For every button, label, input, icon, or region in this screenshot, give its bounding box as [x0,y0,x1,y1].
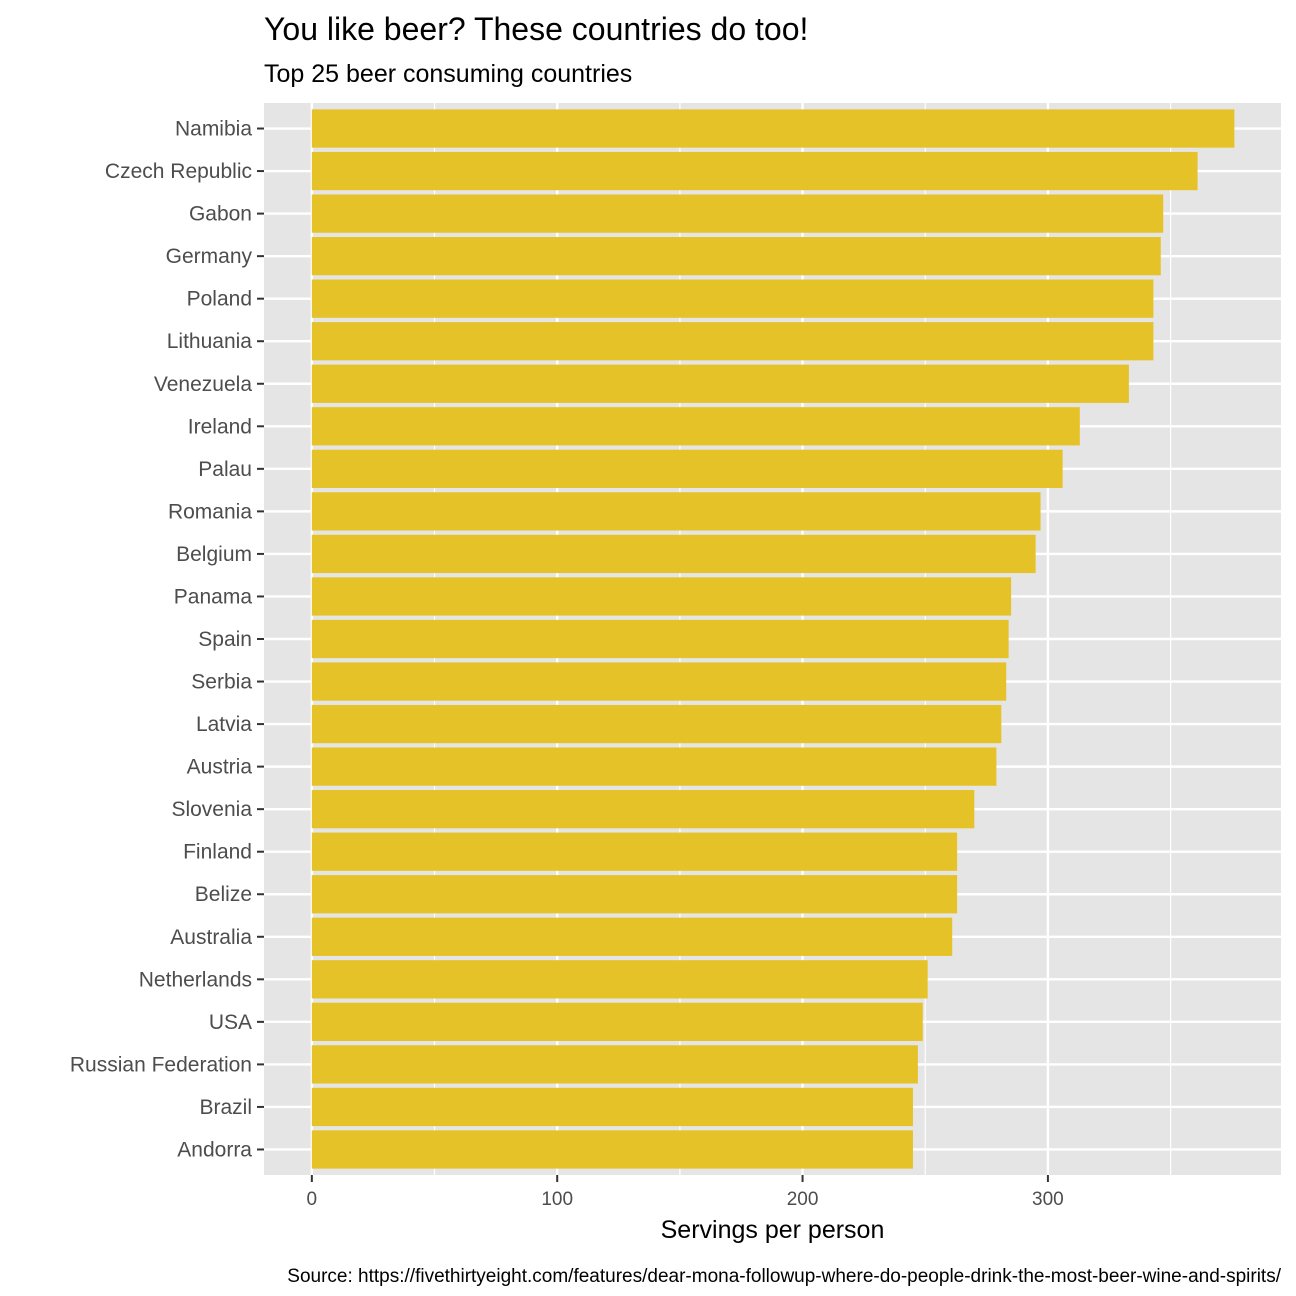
category-label: Spain [198,628,252,651]
category-label: Germany [166,245,253,268]
x-tick-label: 300 [1032,1189,1064,1210]
bar [311,1045,918,1084]
bar [311,407,1080,446]
bar [311,875,958,914]
bar [311,194,1164,233]
category-label: Andorra [177,1138,252,1161]
category-label: Belgium [176,543,252,566]
x-tick-label: 100 [541,1189,573,1210]
category-label: Palau [198,458,252,481]
category-label: Australia [170,926,252,949]
category-label: Ireland [188,415,252,438]
category-label: Netherlands [139,968,252,991]
bar [311,662,1007,701]
bar [311,790,975,829]
bar [311,747,997,786]
bar [311,1002,923,1041]
category-label: Panama [174,585,253,608]
category-label: Romania [168,500,252,523]
bar [311,577,1012,616]
bar [311,1087,913,1127]
bar [311,109,1235,148]
bar [311,1130,913,1169]
bar [311,364,1129,403]
bar [311,322,1154,361]
chart-title: You like beer? These countries do too! [264,11,808,47]
category-label: USA [209,1011,252,1034]
category-label: Brazil [199,1096,252,1119]
category-label: Lithuania [167,330,253,353]
category-label: Slovenia [171,798,252,821]
category-label: Latvia [196,713,252,736]
bar [311,917,953,956]
bar [311,960,928,999]
bar [311,832,958,871]
category-label: Czech Republic [105,160,252,183]
category-label: Finland [183,841,252,864]
category-label: Poland [187,288,252,311]
category-label: Gabon [189,203,252,226]
bar [311,449,1063,488]
category-label: Serbia [191,671,252,694]
category-label: Austria [187,756,253,779]
category-label: Namibia [175,118,252,141]
category-labels: Namibia Czech Republic Gabon Germany Poland L… [70,118,264,1161]
x-axis-title: Servings per person [661,1216,885,1244]
category-label: Belize [195,883,252,906]
bar [311,704,1002,744]
source-caption: Source: https://fivethirtyeight.com/feat… [287,1266,1281,1287]
category-label: Venezuela [154,373,252,396]
bar [311,492,1041,531]
bar [311,237,1161,276]
bar [311,279,1154,318]
category-label: Russian Federation [70,1053,252,1076]
bar [311,534,1036,574]
chart-subtitle: Top 25 beer consuming countries [264,60,632,88]
bars [311,109,1235,1169]
x-tick-label: 0 [307,1189,318,1210]
bar [311,619,1009,659]
bar [311,151,1198,191]
x-tick-label: 200 [787,1189,819,1210]
x-axis-ticks: 0 100 200 300 [307,1175,1064,1210]
